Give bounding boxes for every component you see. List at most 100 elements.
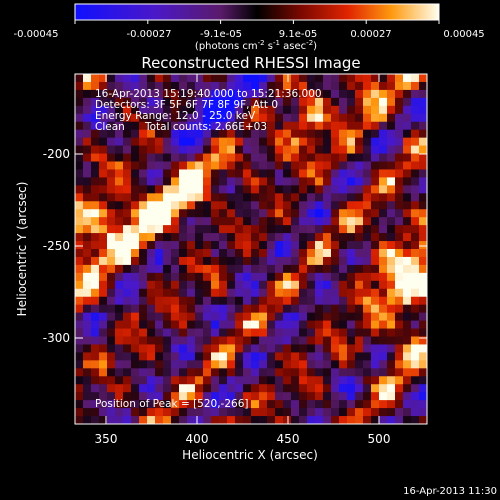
heatmap-cell bbox=[387, 193, 396, 202]
heatmap-cell bbox=[259, 336, 268, 345]
heatmap-cell bbox=[147, 280, 156, 290]
y-tick-label: -250 bbox=[43, 239, 70, 253]
heatmap-cell bbox=[139, 145, 148, 154]
heatmap-cell bbox=[419, 193, 427, 202]
heatmap-cell bbox=[75, 137, 84, 146]
heatmap-cell bbox=[75, 153, 84, 162]
heatmap-cell bbox=[131, 249, 140, 258]
heatmap-cell bbox=[395, 97, 404, 107]
heatmap-cell bbox=[131, 328, 140, 337]
heatmap-cell bbox=[115, 400, 124, 409]
heatmap-cell bbox=[275, 74, 284, 83]
heatmap-cell bbox=[123, 233, 132, 242]
heatmap-cell bbox=[315, 217, 324, 226]
heatmap-cell bbox=[115, 408, 124, 417]
heatmap-cell bbox=[227, 328, 236, 337]
heatmap-cell bbox=[315, 296, 324, 305]
heatmap-cell bbox=[123, 408, 132, 417]
heatmap-cell bbox=[203, 81, 212, 91]
heatmap-cell bbox=[403, 368, 412, 377]
heatmap-cell bbox=[195, 288, 204, 298]
heatmap-cell bbox=[307, 201, 316, 210]
heatmap-cell bbox=[155, 161, 164, 170]
heatmap-cell bbox=[171, 336, 180, 345]
heatmap-cell bbox=[163, 217, 172, 226]
heatmap-cell bbox=[107, 384, 116, 393]
heatmap-cell bbox=[387, 272, 396, 282]
heatmap-cell bbox=[387, 249, 396, 258]
heatmap-cell bbox=[131, 392, 140, 401]
heatmap-cell bbox=[123, 241, 132, 250]
heatmap-cell bbox=[203, 368, 212, 377]
heatmap-cell bbox=[187, 89, 196, 99]
heatmap-cell bbox=[139, 384, 148, 393]
heatmap-cell bbox=[363, 312, 372, 321]
heatmap-cell bbox=[307, 113, 316, 123]
heatmap-cell bbox=[75, 121, 84, 130]
heatmap-cell bbox=[291, 249, 300, 258]
heatmap-cell bbox=[299, 81, 308, 91]
heatmap-cell bbox=[107, 121, 116, 130]
heatmap-cell bbox=[203, 217, 212, 226]
heatmap-cell bbox=[347, 320, 356, 329]
heatmap-cell bbox=[283, 249, 292, 258]
plot-frame bbox=[74, 73, 428, 425]
heatmap-cell bbox=[235, 384, 244, 393]
heatmap-cell bbox=[203, 177, 212, 186]
heatmap-cell bbox=[251, 113, 260, 123]
heatmap-cell bbox=[187, 113, 196, 123]
heatmap-cell bbox=[267, 185, 276, 194]
heatmap-cell bbox=[107, 312, 116, 321]
heatmap-cell bbox=[107, 336, 116, 345]
heatmap-cell bbox=[387, 113, 396, 123]
heatmap-cell bbox=[243, 145, 252, 154]
heatmap-cell bbox=[411, 408, 420, 417]
heatmap-cell bbox=[275, 352, 284, 361]
heatmap-cell bbox=[235, 161, 244, 170]
heatmap-cell bbox=[203, 113, 212, 123]
heatmap-cell bbox=[363, 344, 372, 353]
heatmap-cell bbox=[411, 392, 420, 401]
heatmap-cell bbox=[163, 113, 172, 123]
heatmap-cell bbox=[171, 376, 180, 385]
x-tick-label: 400 bbox=[186, 432, 209, 446]
heatmap-cell bbox=[299, 97, 308, 107]
heatmap-cell bbox=[291, 89, 300, 99]
heatmap-cell bbox=[331, 249, 340, 258]
heatmap-cell bbox=[123, 304, 132, 313]
heatmap-cell bbox=[339, 193, 348, 202]
heatmap-cell bbox=[211, 209, 220, 218]
heatmap-cell bbox=[347, 193, 356, 202]
heatmap-cell bbox=[307, 233, 316, 242]
heatmap-cell bbox=[91, 328, 100, 337]
heatmap-cell bbox=[419, 113, 427, 123]
heatmap-cell bbox=[219, 376, 228, 385]
heatmap-cell bbox=[99, 280, 108, 290]
heatmap-cell bbox=[163, 193, 172, 202]
heatmap-cell bbox=[251, 264, 260, 274]
heatmap-cell bbox=[387, 296, 396, 305]
heatmap-cell bbox=[251, 408, 260, 417]
heatmap-cell bbox=[219, 137, 228, 146]
heatmap-cell bbox=[107, 296, 116, 305]
heatmap-cell bbox=[403, 408, 412, 417]
heatmap-cell bbox=[283, 201, 292, 210]
heatmap-cell bbox=[403, 304, 412, 313]
heatmap-cell bbox=[395, 193, 404, 202]
heatmap-cell bbox=[379, 336, 388, 345]
heatmap-cell bbox=[419, 145, 427, 154]
heatmap-cell bbox=[91, 360, 100, 369]
heatmap-cell bbox=[419, 336, 427, 345]
heatmap-cell bbox=[227, 241, 236, 250]
heatmap-cell bbox=[315, 360, 324, 369]
heatmap-cell bbox=[419, 201, 427, 210]
heatmap-cell bbox=[355, 161, 364, 170]
heatmap-cell bbox=[419, 97, 427, 107]
heatmap-cell bbox=[363, 81, 372, 91]
heatmap-cell bbox=[107, 241, 116, 250]
heatmap-cell bbox=[403, 97, 412, 107]
heatmap-cell bbox=[275, 177, 284, 186]
heatmap-cell bbox=[307, 336, 316, 345]
y-tick-label: -300 bbox=[43, 331, 70, 345]
heatmap-cell bbox=[243, 97, 252, 107]
